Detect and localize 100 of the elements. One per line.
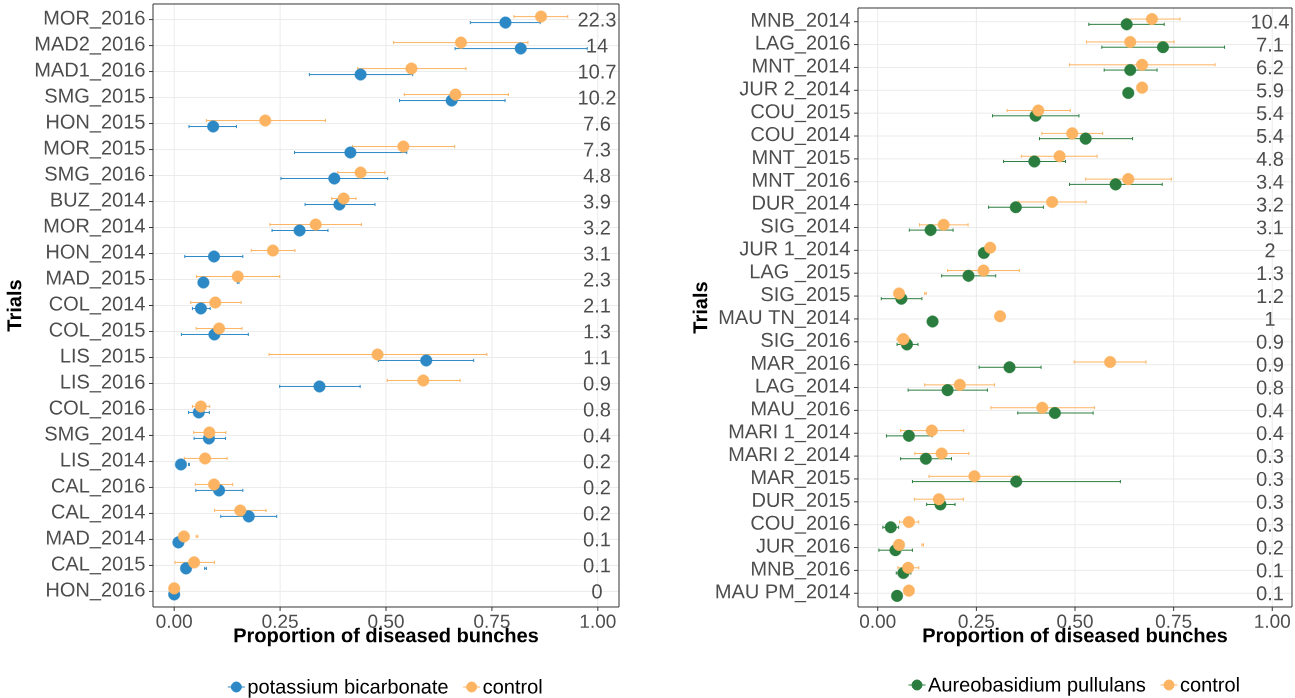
annotation: 0.9 <box>1256 334 1283 349</box>
annotation: 2 <box>1265 243 1275 258</box>
annotation: 1.2 <box>1257 289 1283 304</box>
annotation: 4.8 <box>583 168 611 183</box>
y-tick-label: LIS_2014 <box>61 452 145 471</box>
y-tick-label: MAU_2016 <box>752 401 850 420</box>
annotation: 0.1 <box>583 532 610 547</box>
annotation: 0.1 <box>1256 586 1283 601</box>
annotation: 1.3 <box>584 324 611 339</box>
y-tick-label: MNT_2016 <box>753 172 850 191</box>
x-tick-label: 0.75 <box>1155 614 1192 628</box>
y-tick-label: MARI 1_2014 <box>729 424 850 443</box>
annotation: 0 <box>592 584 602 599</box>
annotation: 6.2 <box>1257 60 1283 75</box>
annotation: 0.3 <box>1256 517 1284 532</box>
y-tick-label: LIS_2015 <box>61 348 145 367</box>
x-tick-label: 0.00 <box>156 614 192 628</box>
annotation: 0.4 <box>1256 403 1284 418</box>
y-tick-label: SIG_2014 <box>761 218 850 237</box>
legend-label: control <box>1180 677 1239 692</box>
annotation: 3.2 <box>1256 197 1283 212</box>
y-tick-label: SIG_2015 <box>761 287 850 306</box>
y-tick-label: SMG_2014 <box>45 426 145 445</box>
y-tick-label: MAD_2015 <box>47 270 145 289</box>
annotation: 7.6 <box>584 116 611 131</box>
x-tick-label: 0.75 <box>474 614 510 628</box>
y-tick-label: MAD2_2016 <box>35 36 145 55</box>
y-tick-label: HON_2016 <box>47 582 145 601</box>
annotation: 1.3 <box>1257 266 1284 281</box>
x-tick-label: 1.00 <box>580 614 616 628</box>
annotation: 5.4 <box>1256 106 1284 121</box>
y-tick-label: LIS_2016 <box>61 374 145 393</box>
y-tick-label: LAG _2015 <box>750 264 850 283</box>
annotation: 7.3 <box>584 142 611 157</box>
y-tick-label: JUR 1_2014 <box>739 241 850 260</box>
y-tick-label: MOR_2016 <box>44 10 145 29</box>
y-tick-label: MARI 2_2014 <box>729 447 850 466</box>
y-tick-label: LAG_2014 <box>756 378 850 397</box>
annotation: 3.1 <box>583 246 610 261</box>
annotation: 0.2 <box>583 480 610 495</box>
annotation: 1.1 <box>584 350 610 365</box>
y-tick-label: CAL_2014 <box>51 504 145 523</box>
annotation: 0.1 <box>583 558 610 573</box>
y-tick-label: SMG_2015 <box>45 88 145 107</box>
y-tick-label: DUR_2015 <box>753 492 850 511</box>
y-tick-label: SMG_2016 <box>45 166 145 185</box>
annotation: 0.4 <box>1256 426 1284 441</box>
annotation: 2.3 <box>584 272 611 287</box>
y-tick-label: COL_2014 <box>49 296 145 315</box>
y-tick-label: DUR_2014 <box>753 195 850 214</box>
y-tick-label: COU_2016 <box>751 515 850 534</box>
annotation: 2.1 <box>584 298 610 313</box>
y-tick-label: LAG_2016 <box>756 35 850 54</box>
y-tick-label: JUR_2016 <box>756 538 850 557</box>
y-tick-label: COU_2014 <box>751 127 850 145</box>
y-tick-label: BUZ_2014 <box>51 192 145 211</box>
y-tick-label: MOR_2015 <box>44 140 145 159</box>
legend-label: control <box>483 679 542 694</box>
x-tick-label: 0.00 <box>859 614 896 628</box>
annotation: 0.3 <box>1256 494 1284 509</box>
y-tick-label: MAU TN_2014 <box>719 309 850 328</box>
annotation: 3.1 <box>1256 220 1283 235</box>
annotation: 5.9 <box>1256 83 1283 98</box>
x-axis-title: Proportion of diseased bunches <box>234 627 538 647</box>
annotation: 3.9 <box>583 194 610 209</box>
y-tick-label: CAL_2015 <box>51 556 145 575</box>
annotation: 3.2 <box>583 220 610 235</box>
y-tick-label: JUR 2_2014 <box>739 81 850 100</box>
annotation: 0.4 <box>583 428 611 443</box>
x-tick-label: 0.50 <box>1057 614 1093 628</box>
y-tick-label: HON_2014 <box>47 244 145 263</box>
y-tick-label: MNB_2014 <box>752 12 850 31</box>
y-tick-label: MAU PM_2014 <box>716 584 850 603</box>
x-tick-label: 0.50 <box>368 614 404 628</box>
y-tick-label: MNB_2016 <box>752 561 850 580</box>
annotation: 0.2 <box>583 454 610 469</box>
y-tick-label: MNT_2015 <box>753 149 850 168</box>
annotation: 3.4 <box>1256 174 1284 189</box>
y-tick-label: MNT_2014 <box>753 58 850 77</box>
annotation: 14 <box>587 38 608 53</box>
y-tick-label: MAD_2014 <box>47 530 145 549</box>
annotation: 0.2 <box>583 506 610 521</box>
annotation: 5.4 <box>1256 129 1284 143</box>
x-tick-label: 1.00 <box>1255 614 1291 628</box>
y-tick-label: CAL_2016 <box>51 478 145 497</box>
annotation: 0.3 <box>1256 449 1284 464</box>
annotation: 10.7 <box>579 64 616 79</box>
x-tick-label: 0.25 <box>262 614 298 628</box>
annotation: 0.9 <box>1256 357 1283 372</box>
annotation: 7.1 <box>1257 37 1283 52</box>
annotation: 0.3 <box>1256 471 1284 487</box>
annotation: 0.2 <box>1256 540 1283 555</box>
y-axis-title: Trials <box>692 282 708 334</box>
y-tick-label: HON_2015 <box>47 114 145 133</box>
annotation: 0.8 <box>1256 380 1284 395</box>
x-tick-label: 0.25 <box>958 614 995 628</box>
annotation: 22.3 <box>578 12 616 27</box>
legend-label: Aureobasidium pullulans <box>928 677 1146 696</box>
annotation: 4.8 <box>1256 151 1284 166</box>
y-tick-label: MOR_2014 <box>44 218 145 237</box>
